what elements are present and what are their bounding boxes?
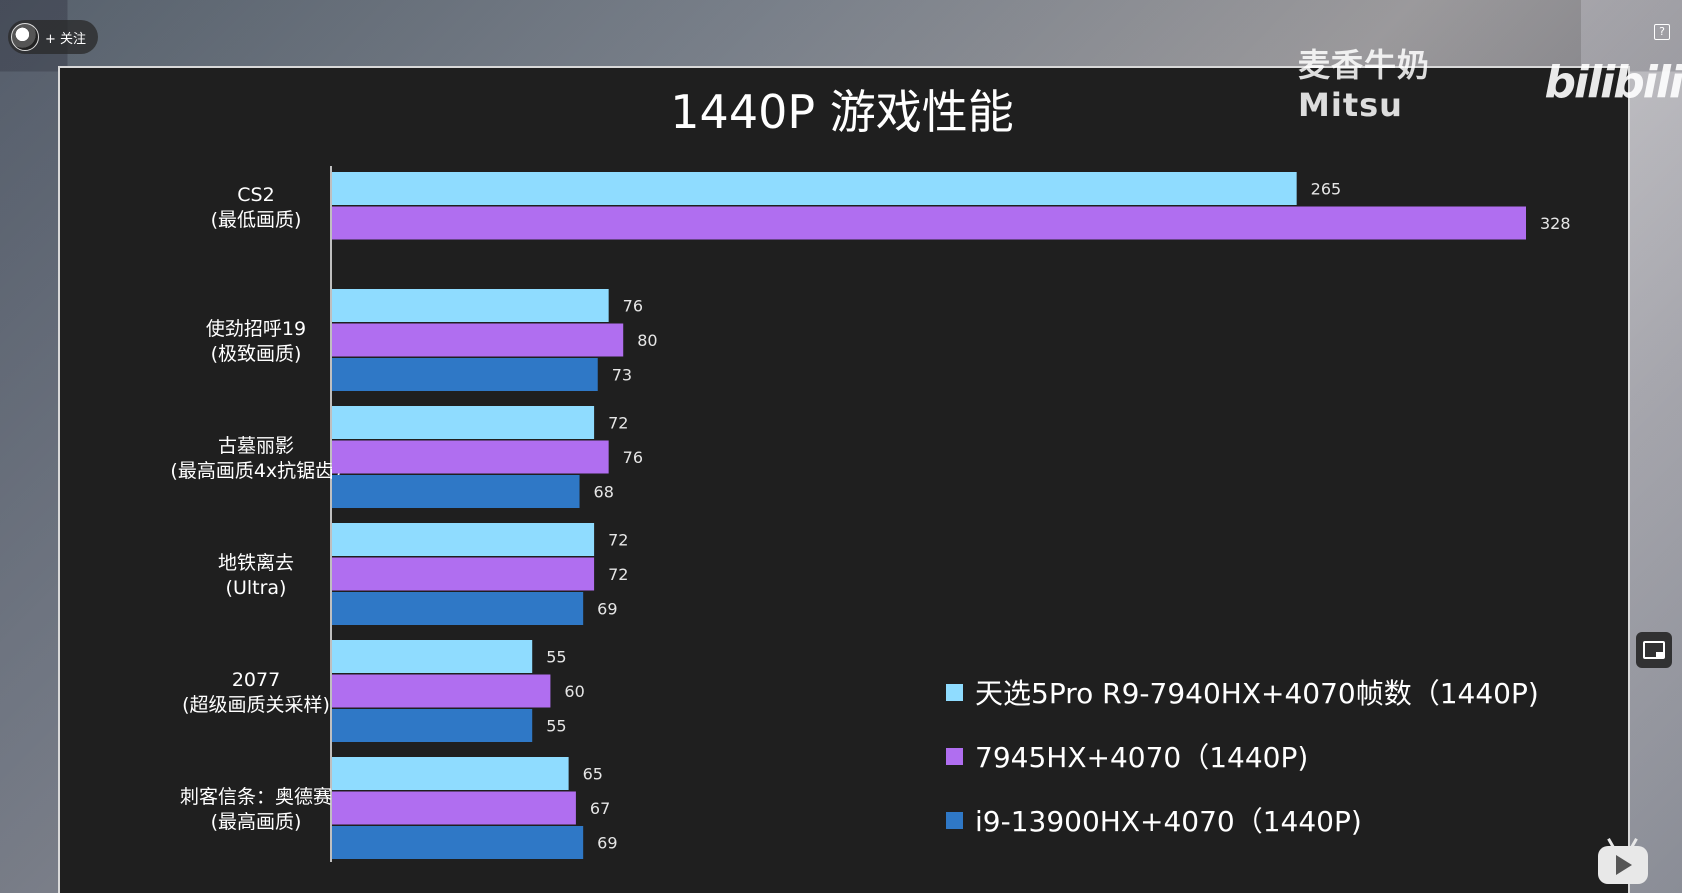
bar-series-3: [332, 709, 533, 742]
data-label: 73: [612, 366, 632, 385]
data-label: 328: [1540, 214, 1571, 233]
category-sublabel: (极致画质): [211, 343, 302, 365]
category-sublabel: (Ultra): [226, 577, 287, 599]
category-label: 刺客信条：奥德赛: [180, 786, 332, 808]
bilibili-tv-icon[interactable]: [1596, 838, 1652, 886]
data-label: 72: [608, 565, 628, 584]
data-label: 265: [1311, 180, 1342, 199]
data-label: 76: [623, 297, 643, 316]
bar-series-2: [332, 440, 609, 474]
bar-series-1: [332, 172, 1297, 205]
category-label: CS2: [237, 184, 274, 206]
help-icon[interactable]: ?: [1654, 24, 1670, 40]
watermark-text: 麦香牛奶Mitsu: [1298, 46, 1431, 124]
category-sublabel: (最高画质4x抗锯齿): [170, 460, 341, 482]
category-sublabel: (最高画质): [211, 811, 302, 833]
data-label: 60: [564, 682, 584, 701]
category-sublabel: (超级画质关采样): [182, 694, 330, 716]
uploader-avatar[interactable]: [11, 23, 39, 51]
bar-series-2: [332, 206, 1526, 240]
bar-series-1: [332, 289, 609, 322]
legend-item-series-3: i9-13900HX+4070（1440P): [946, 788, 1539, 852]
bar-series-1: [332, 757, 569, 790]
bar-series-1: [332, 523, 595, 556]
data-label: 55: [546, 717, 566, 736]
data-label: 80: [637, 331, 657, 350]
legend-swatch-series-1: [946, 683, 963, 701]
chart-title: 1440P 游戏性能: [670, 85, 1013, 139]
data-label: 69: [597, 834, 617, 853]
data-label: 72: [608, 531, 628, 550]
data-label: 72: [608, 414, 628, 433]
bar-series-3: [332, 358, 598, 391]
bar-series-2: [332, 674, 551, 708]
data-label: 68: [594, 483, 614, 502]
category-label: 地铁离去: [218, 552, 294, 574]
bar-series-3: [332, 592, 584, 625]
category-label: 使劲招呼19: [206, 318, 306, 340]
follow-button[interactable]: + 关注: [8, 20, 98, 54]
category-label: 古墓丽影: [218, 435, 294, 457]
category-sublabel: (最低画质): [211, 209, 302, 231]
bar-series-3: [332, 826, 584, 859]
data-label: 69: [597, 600, 617, 619]
watermark: 麦香牛奶Mitsu bilibili: [1298, 40, 1682, 124]
bar-series-3: [332, 475, 580, 508]
bar-series-2: [332, 557, 595, 591]
bilibili-logo: bilibili: [1544, 56, 1682, 108]
bar-series-2: [332, 323, 624, 357]
bar-series-2: [332, 791, 576, 825]
data-label: 76: [623, 448, 643, 467]
follow-label: + 关注: [45, 31, 87, 47]
legend-label-series-2: 7945HX+4070（1440P): [975, 741, 1309, 774]
legend-item-series-1: 天选5Pro R9-7940HX+4070帧数（1440P): [946, 660, 1539, 724]
legend-item-series-2: 7945HX+4070（1440P): [946, 724, 1539, 788]
legend-label-series-3: i9-13900HX+4070（1440P): [975, 805, 1362, 838]
data-label: 67: [590, 799, 610, 818]
data-label: 55: [546, 648, 566, 667]
legend-label-series-1: 天选5Pro R9-7940HX+4070帧数（1440P): [975, 677, 1539, 710]
data-label: 65: [583, 765, 603, 784]
chart-legend: 天选5Pro R9-7940HX+4070帧数（1440P) 7945HX+40…: [946, 660, 1539, 852]
bar-series-1: [332, 640, 533, 673]
legend-swatch-series-2: [946, 747, 963, 765]
category-label: 2077: [232, 669, 280, 691]
bar-series-1: [332, 406, 595, 439]
picture-in-picture-icon[interactable]: [1636, 632, 1672, 668]
legend-swatch-series-3: [946, 811, 963, 829]
